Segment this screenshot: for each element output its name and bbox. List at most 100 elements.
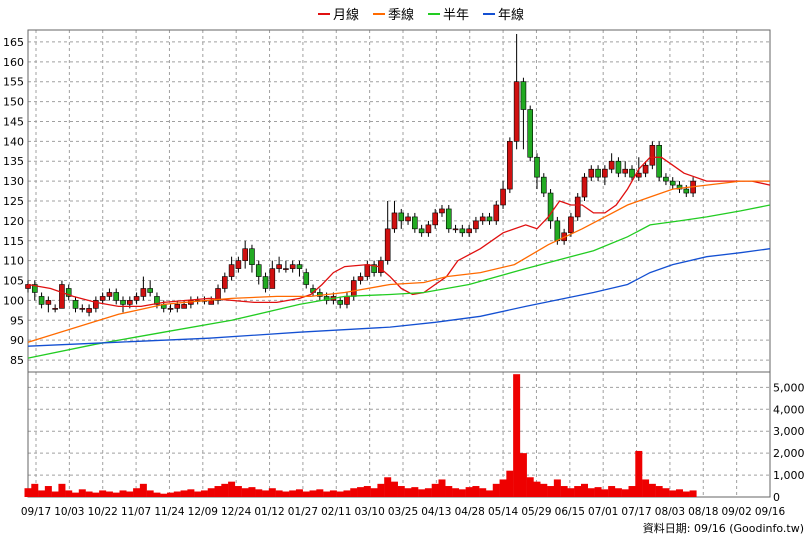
volume-bar: [167, 492, 175, 497]
candle-body: [466, 228, 472, 234]
volume-bar: [472, 486, 480, 497]
date-tick-label: 01/27: [288, 506, 318, 518]
date-tick-label: 11/24: [154, 506, 185, 518]
price-tick-label: 125: [3, 195, 24, 208]
volume-bar: [72, 492, 80, 497]
volume-bar: [411, 487, 419, 497]
legend-label: 月線: [333, 7, 359, 23]
footer-note: 資料日期: 09/16 (Goodinfo.tw): [643, 521, 804, 535]
volume-bar: [31, 483, 39, 497]
ma-line-2: [27, 180, 770, 343]
volume-bar: [540, 483, 548, 497]
volume-bar: [295, 489, 303, 497]
price-tick-label: 115: [3, 235, 24, 248]
volume-bar: [85, 491, 93, 497]
volume-bar: [146, 490, 154, 497]
volume-bar: [594, 487, 602, 497]
candle-body: [622, 168, 629, 174]
volume-bar: [139, 483, 147, 497]
candle-body: [357, 276, 364, 281]
volume-bar: [581, 483, 588, 497]
date-tick-label: 02/11: [321, 506, 351, 518]
date-tick-label: 01/12: [254, 506, 284, 518]
volume-bar: [92, 492, 100, 497]
candle-body: [418, 228, 425, 234]
volume-bar: [160, 493, 168, 497]
candle-body: [296, 264, 303, 269]
volume-bar: [574, 486, 582, 497]
candle-body: [65, 288, 72, 297]
volume-bar: [642, 479, 650, 497]
price-tick-label: 95: [10, 314, 24, 327]
price-tick-label: 135: [3, 155, 24, 168]
volume-bar: [370, 488, 378, 497]
volume-bar: [485, 490, 493, 497]
candle-body: [174, 304, 181, 309]
candle-body: [283, 268, 289, 270]
volume-bar: [336, 491, 344, 497]
date-tick-label: 08/18: [688, 506, 718, 518]
date-tick-label: 11/07: [121, 506, 151, 518]
volume-bar: [608, 486, 616, 497]
price-tick-label: 150: [3, 96, 24, 109]
date-tick-label: 10/22: [88, 506, 118, 518]
candle-body: [513, 81, 520, 142]
candle-body: [540, 176, 547, 194]
candle-body: [303, 272, 310, 285]
date-tick-label: 07/01: [588, 506, 618, 518]
candle-body: [595, 168, 601, 178]
candle-body: [629, 168, 635, 178]
candle-body: [391, 212, 398, 230]
candle-body: [432, 212, 438, 226]
volume-bar: [241, 488, 249, 497]
candle-body: [38, 296, 45, 305]
candle-body: [215, 288, 221, 301]
candle-body: [113, 292, 120, 301]
volume-bar: [682, 491, 690, 497]
candle-body: [126, 300, 133, 305]
volume-bar: [384, 477, 392, 497]
grid: [28, 30, 771, 497]
candle-body: [269, 268, 276, 289]
volume-bar: [431, 483, 439, 497]
volume-bar: [99, 490, 107, 497]
volume-bar: [275, 490, 283, 497]
volume-bar: [601, 489, 609, 497]
volume-bar: [363, 486, 371, 497]
candle-body: [140, 288, 147, 297]
volume-bar: [38, 490, 46, 497]
candle-body: [255, 264, 262, 277]
candle-body: [547, 192, 554, 222]
candle-body: [398, 212, 405, 222]
volume-bar: [635, 450, 643, 497]
volume-bar: [51, 491, 59, 497]
candle-body: [99, 296, 106, 301]
candle-body: [344, 296, 350, 305]
volume-bar: [506, 470, 514, 497]
candle-body: [79, 308, 86, 310]
date-tick-label: 12/09: [188, 506, 218, 518]
volume-bar: [207, 488, 215, 497]
price-tick-label: 110: [3, 255, 24, 268]
candle-body: [167, 308, 174, 310]
candle-body: [554, 220, 561, 242]
volume-bar: [329, 490, 337, 497]
date-tick-label: 04/13: [421, 506, 451, 518]
volume-bar: [323, 491, 331, 497]
volume-bar: [567, 488, 575, 497]
candle-body: [72, 300, 79, 309]
volume-bar: [214, 486, 222, 497]
date-tick-label: 04/28: [455, 506, 485, 518]
candle-body: [208, 300, 215, 305]
volume-bar: [126, 491, 134, 497]
candle-body: [405, 216, 411, 222]
ma-line-4: [27, 248, 771, 347]
legend-label: 半年: [443, 8, 469, 23]
volume-bar: [397, 486, 405, 497]
volume-bar: [377, 483, 385, 497]
price-tick-label: 120: [3, 215, 24, 228]
volume-bar: [669, 490, 677, 497]
volume-bars: [24, 374, 697, 497]
volume-bar: [255, 489, 263, 497]
volume-bar: [187, 489, 195, 497]
